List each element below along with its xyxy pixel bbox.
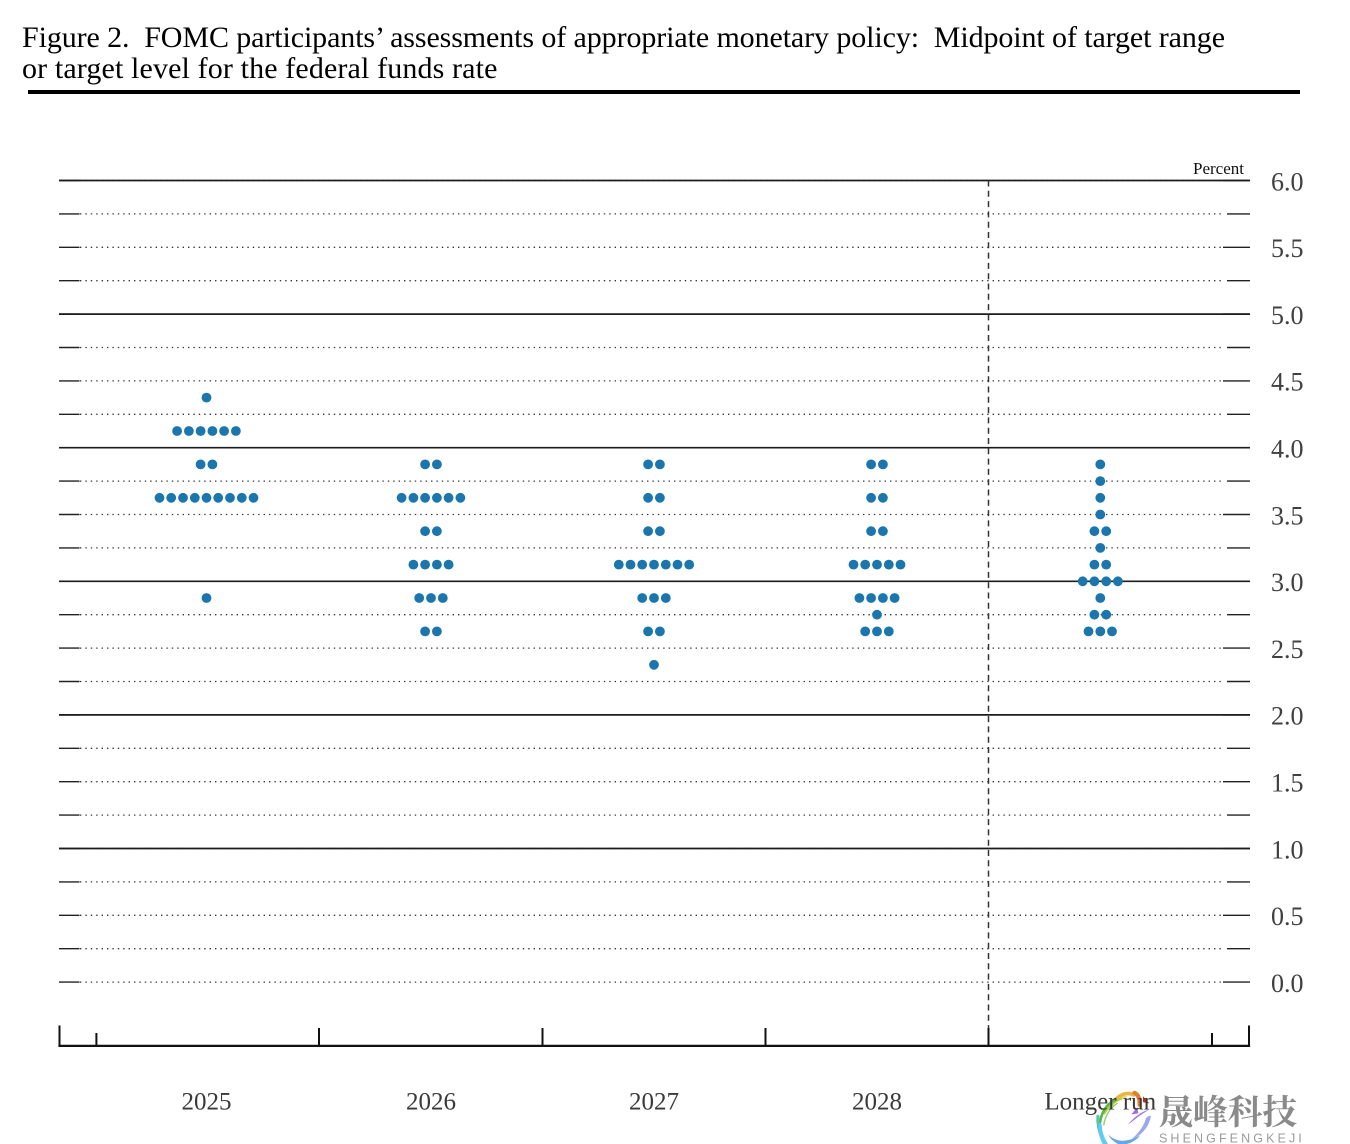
svg-text:2.5: 2.5 bbox=[1271, 635, 1304, 664]
svg-text:4.5: 4.5 bbox=[1271, 368, 1304, 397]
svg-text:Longer run: Longer run bbox=[1044, 1089, 1156, 1116]
svg-text:2.0: 2.0 bbox=[1271, 702, 1304, 731]
svg-text:6.0: 6.0 bbox=[1271, 167, 1304, 196]
svg-text:4.0: 4.0 bbox=[1271, 435, 1304, 464]
svg-text:2026: 2026 bbox=[406, 1089, 456, 1116]
svg-text:2028: 2028 bbox=[852, 1089, 902, 1116]
svg-text:5.0: 5.0 bbox=[1271, 301, 1304, 330]
svg-text:3.0: 3.0 bbox=[1271, 568, 1304, 597]
svg-text:3.5: 3.5 bbox=[1271, 501, 1304, 530]
svg-text:5.5: 5.5 bbox=[1271, 234, 1304, 263]
svg-text:2025: 2025 bbox=[182, 1089, 232, 1116]
svg-text:SHENGFENGKEJI: SHENGFENGKEJI bbox=[1159, 1132, 1305, 1144]
svg-text:0.5: 0.5 bbox=[1271, 902, 1304, 931]
svg-text:1.0: 1.0 bbox=[1271, 835, 1304, 864]
svg-text:0.0: 0.0 bbox=[1271, 969, 1304, 998]
svg-text:Percent: Percent bbox=[1193, 159, 1244, 178]
svg-text:1.5: 1.5 bbox=[1271, 769, 1304, 798]
svg-text:2027: 2027 bbox=[629, 1089, 679, 1116]
